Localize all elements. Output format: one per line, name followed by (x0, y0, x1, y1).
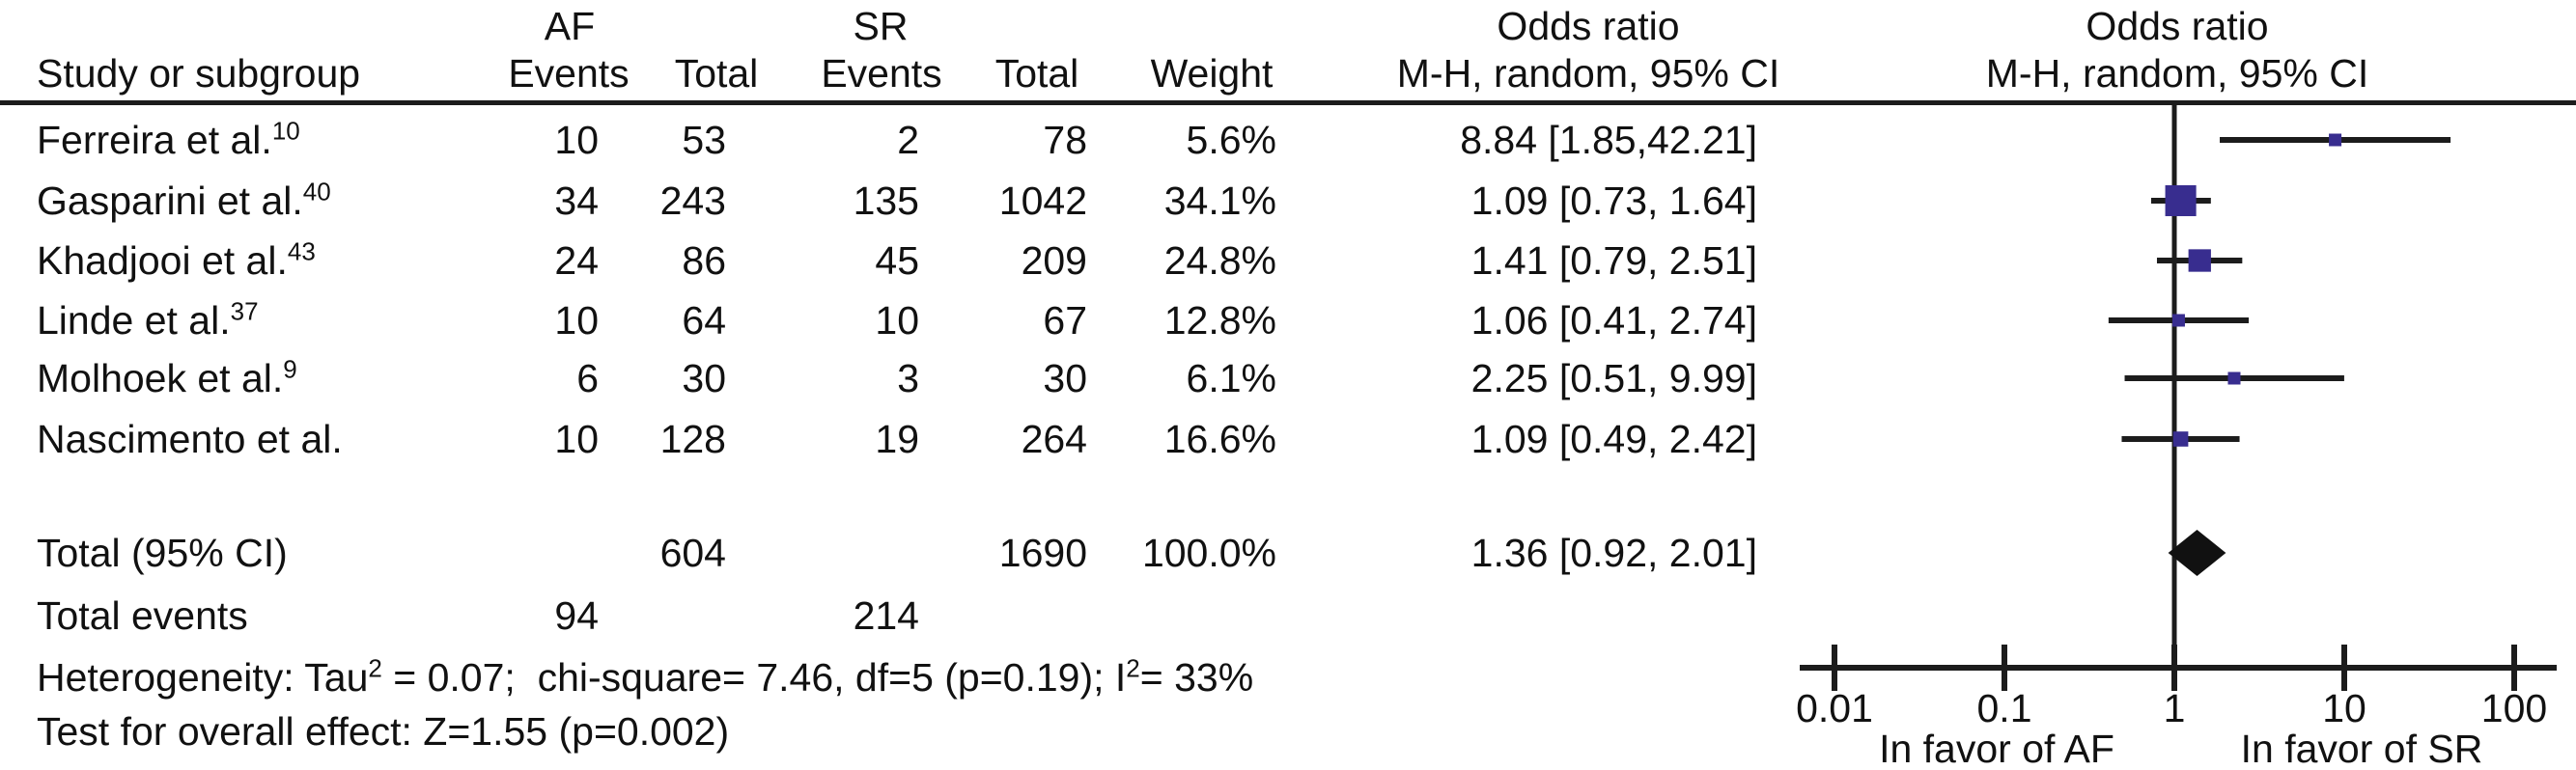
header-divider (0, 100, 2576, 105)
study-label: Linde et al.37 (37, 295, 462, 345)
af-total-value: 86 (682, 238, 726, 283)
tau-squared-sup: 2 (368, 653, 382, 683)
col-study: Study or subgroup (37, 51, 361, 96)
col-af-events: Events (508, 51, 630, 96)
total-label: Total (95% CI) (37, 531, 288, 575)
study-label: Gasparini et al.40 (37, 176, 462, 226)
study-name: Khadjooi et al. (37, 238, 288, 283)
total-sr-total: 1690 (998, 531, 1087, 575)
or-marker (2227, 371, 2241, 385)
study-ref: 40 (302, 177, 331, 206)
af-events-value: 6 (576, 356, 599, 400)
col-weight: Weight (1150, 51, 1274, 96)
study-label: Molhoek et al.9 (37, 353, 462, 403)
sr-total-value: 209 (1021, 238, 1087, 283)
heterogeneity-note: Heterogeneity: Tau2 = 0.07; chi-square= … (37, 652, 1678, 702)
favor-right-label: In favor of SR (2240, 727, 2483, 770)
or-marker (2172, 431, 2189, 447)
sr-events-value: 19 (875, 417, 919, 461)
or-ci-text: 2.25 [0.51, 9.99] (1470, 356, 1757, 400)
weight-value: 24.8% (1163, 238, 1276, 283)
col-group-af: AF (544, 4, 596, 48)
study-ref: 37 (230, 296, 259, 326)
study-name: Linde et al. (37, 298, 231, 343)
overall-effect-note: Test for overall effect: Z=1.55 (p=0.002… (37, 709, 730, 754)
af-total-value: 53 (682, 118, 726, 162)
or-ci-text: 1.41 [0.79, 2.51] (1470, 238, 1757, 283)
or-ci-text: 1.06 [0.41, 2.74] (1470, 298, 1757, 343)
af-events-value: 10 (554, 118, 599, 162)
col-mh-ci-text: M-H, random, 95% CI (1396, 51, 1780, 96)
study-name: Nascimento et al. (37, 417, 343, 461)
study-ref: 43 (287, 236, 316, 266)
total-events-label: Total events (37, 593, 248, 638)
weight-value: 12.8% (1163, 298, 1276, 343)
af-events-value: 34 (554, 179, 599, 223)
af-total-value: 128 (659, 417, 726, 461)
heterogeneity-text: = 33% (1139, 655, 1254, 700)
weight-value: 34.1% (1163, 179, 1276, 223)
col-odds-ratio-plot: Odds ratio (2086, 4, 2269, 48)
sr-events-value: 10 (875, 298, 919, 343)
study-name: Ferreira et al. (37, 118, 272, 162)
study-label: Nascimento et al. (37, 414, 462, 464)
col-mh-ci-plot: M-H, random, 95% CI (1985, 51, 2369, 96)
or-marker (2188, 249, 2211, 272)
col-group-sr: SR (853, 4, 909, 48)
total-events-sr: 214 (853, 593, 919, 638)
or-marker (2171, 314, 2185, 327)
af-events-value: 24 (554, 238, 599, 283)
heterogeneity-text: = 0.07; chi-square= 7.46, df=5 (p=0.19);… (381, 655, 1127, 700)
af-total-value: 243 (659, 179, 726, 223)
sr-events-value: 3 (897, 356, 919, 400)
total-weight: 100.0% (1141, 531, 1276, 575)
sr-total-value: 30 (1043, 356, 1087, 400)
sr-events-value: 135 (853, 179, 919, 223)
sr-events-value: 45 (875, 238, 919, 283)
or-ci-text: 1.09 [0.49, 2.42] (1470, 417, 1757, 461)
sr-events-value: 2 (897, 118, 919, 162)
total-events-af: 94 (554, 593, 599, 638)
af-total-value: 30 (682, 356, 726, 400)
study-ref: 10 (271, 116, 300, 146)
col-sr-total: Total (994, 51, 1079, 96)
sr-total-value: 264 (1021, 417, 1087, 461)
favor-left-label: In favor of AF (1879, 727, 2114, 770)
weight-value: 5.6% (1186, 118, 1276, 162)
or-marker (2165, 184, 2197, 217)
or-ci-text: 1.09 [0.73, 1.64] (1470, 179, 1757, 223)
sr-total-value: 78 (1043, 118, 1087, 162)
heterogeneity-text: Heterogeneity: Tau (37, 655, 369, 700)
total-af-total: 604 (659, 531, 726, 575)
sr-total-value: 1042 (998, 179, 1087, 223)
study-label: Khadjooi et al.43 (37, 235, 462, 286)
study-ref: 9 (283, 354, 297, 384)
weight-value: 6.1% (1186, 356, 1276, 400)
weight-value: 16.6% (1163, 417, 1276, 461)
af-events-value: 10 (554, 298, 599, 343)
total-diamond (2168, 530, 2226, 576)
total-or-ci: 1.36 [0.92, 2.01] (1470, 531, 1757, 575)
study-name: Gasparini et al. (37, 179, 303, 223)
col-odds-ratio-text: Odds ratio (1497, 4, 1680, 48)
study-label: Ferreira et al.10 (37, 115, 462, 165)
col-af-total: Total (674, 51, 759, 96)
or-marker (2329, 133, 2342, 147)
col-sr-events: Events (821, 51, 942, 96)
sr-total-value: 67 (1043, 298, 1087, 343)
i-squared-sup: 2 (1126, 653, 1140, 683)
af-events-value: 10 (554, 417, 599, 461)
or-ci-text: 8.84 [1.85,42.21] (1460, 118, 1757, 162)
study-name: Molhoek et al. (37, 356, 284, 400)
af-total-value: 64 (682, 298, 726, 343)
